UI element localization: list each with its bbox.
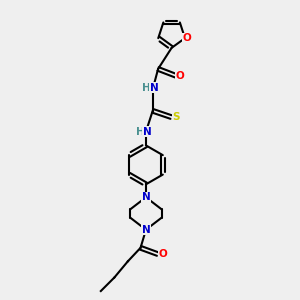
Text: N: N: [142, 192, 150, 202]
Text: H: H: [136, 127, 144, 136]
Text: O: O: [183, 33, 191, 43]
Text: H: H: [142, 83, 151, 93]
Text: N: N: [150, 83, 158, 93]
Text: N: N: [142, 225, 150, 235]
Text: S: S: [172, 112, 180, 122]
Text: N: N: [143, 127, 152, 136]
Text: O: O: [158, 249, 167, 259]
Text: O: O: [175, 71, 184, 81]
